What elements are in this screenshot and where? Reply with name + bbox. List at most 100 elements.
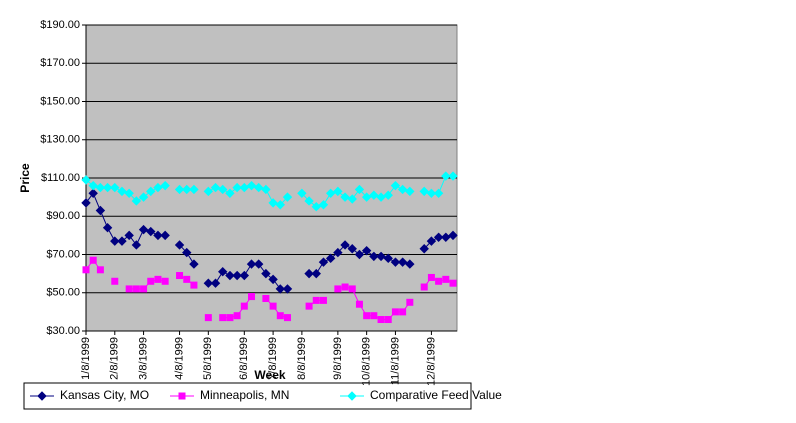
x-tick-label: 3/8/1999	[137, 337, 149, 380]
data-point	[225, 270, 235, 281]
data-point	[305, 302, 313, 310]
y-tick-label: $30.00	[46, 325, 80, 337]
data-point	[225, 188, 235, 199]
data-point	[146, 186, 156, 197]
x-tick-label: 12/8/1999	[425, 337, 437, 386]
data-point	[441, 171, 451, 181]
data-point	[189, 184, 199, 195]
data-point	[354, 249, 365, 260]
data-point	[219, 314, 227, 322]
data-point	[182, 184, 192, 195]
data-point	[81, 198, 91, 208]
data-point	[253, 182, 264, 193]
legend-marker	[37, 391, 47, 401]
data-point	[304, 196, 314, 206]
data-point	[174, 184, 185, 195]
data-point	[426, 188, 437, 199]
data-point	[383, 253, 393, 264]
data-point	[383, 190, 393, 200]
y-tick-label: $130.00	[40, 134, 80, 146]
data-point	[341, 283, 349, 291]
data-point	[304, 268, 314, 279]
data-point	[318, 257, 329, 267]
y-tick-label: $70.00	[46, 248, 80, 260]
data-point	[427, 273, 435, 281]
data-point	[233, 312, 241, 320]
data-point	[203, 278, 214, 288]
data-point	[262, 294, 270, 302]
data-point	[248, 293, 256, 301]
data-point	[88, 188, 98, 199]
data-point	[95, 182, 106, 193]
x-tick-label: 5/8/1999	[202, 337, 214, 380]
x-tick-label: 6/8/1999	[238, 337, 250, 380]
data-point	[347, 244, 357, 254]
x-tick-label: 1/8/1999	[80, 337, 92, 380]
data-point	[117, 186, 127, 197]
data-point	[312, 296, 320, 304]
data-point	[334, 285, 342, 293]
data-point	[347, 194, 357, 204]
data-point	[376, 251, 386, 262]
data-point	[131, 196, 142, 206]
data-point	[354, 184, 365, 195]
x-tick-label: 10/8/1999	[361, 337, 373, 386]
data-point	[283, 314, 291, 322]
data-point	[203, 186, 214, 197]
data-point	[140, 285, 148, 293]
data-point	[448, 171, 458, 181]
data-point	[311, 201, 321, 212]
data-point	[204, 314, 212, 322]
data-point	[154, 275, 162, 283]
data-point	[419, 244, 429, 254]
data-point	[282, 284, 293, 294]
data-point	[117, 236, 127, 246]
data-point	[182, 247, 192, 258]
data-point	[124, 188, 134, 199]
y-tick-label: $150.00	[40, 95, 80, 107]
data-point	[218, 267, 228, 277]
x-tick-label: 9/8/1999	[332, 337, 344, 380]
data-point	[276, 312, 284, 320]
data-point	[435, 277, 443, 285]
data-point	[210, 278, 221, 288]
data-point	[246, 259, 257, 269]
data-point	[325, 253, 336, 264]
data-point	[419, 186, 429, 197]
data-point	[369, 251, 379, 262]
data-point	[325, 188, 336, 199]
legend-label: Comparative Feed Value	[370, 388, 502, 402]
data-point	[96, 266, 104, 274]
data-point	[405, 186, 415, 197]
data-point	[110, 236, 120, 246]
data-point	[110, 182, 120, 193]
data-point	[319, 296, 327, 304]
data-point	[232, 182, 242, 193]
data-point	[318, 200, 329, 210]
data-point	[174, 240, 185, 250]
data-point	[239, 182, 250, 193]
data-point	[253, 259, 264, 269]
data-point	[160, 230, 170, 241]
y-tick-label: $90.00	[46, 210, 80, 222]
x-tick-label: 4/8/1999	[173, 337, 185, 380]
data-point	[176, 272, 184, 280]
data-point	[131, 240, 142, 250]
data-point	[333, 186, 343, 197]
data-point	[95, 205, 106, 216]
data-point	[160, 180, 170, 191]
data-point	[275, 284, 286, 294]
data-point	[433, 232, 444, 242]
data-point	[390, 180, 401, 191]
legend-label: Minneapolis, MN	[200, 388, 289, 402]
data-point	[397, 184, 408, 195]
data-point	[406, 298, 414, 306]
data-point	[297, 188, 307, 199]
data-point	[340, 240, 350, 250]
data-point	[218, 184, 228, 195]
data-point	[102, 223, 113, 233]
x-tick-label: 2/8/1999	[109, 337, 121, 380]
data-point	[448, 230, 458, 241]
x-tick-label: 11/8/1999	[389, 337, 401, 385]
